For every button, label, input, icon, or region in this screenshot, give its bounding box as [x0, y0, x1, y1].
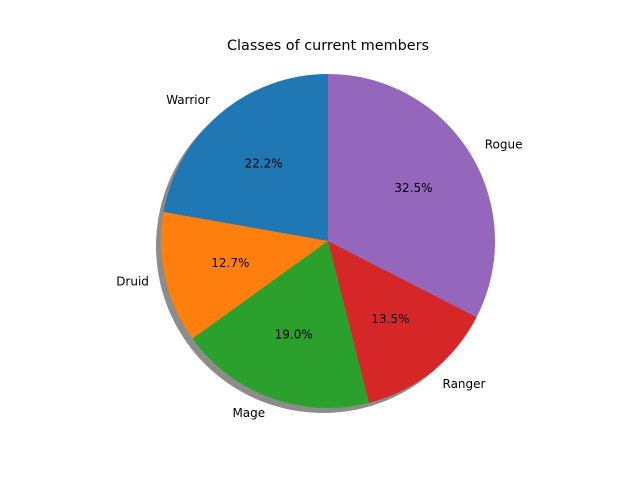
label-warrior: Warrior [166, 93, 210, 107]
label-druid: Druid [116, 274, 149, 288]
slice-rogue [328, 74, 496, 318]
slice-mage [192, 241, 370, 409]
slice-warrior [163, 74, 328, 241]
label-mage: Mage [232, 406, 265, 420]
label-ranger: Ranger [443, 377, 486, 391]
percent-label-mage: 19.0% [275, 328, 313, 342]
percent-label-druid: 12.7% [211, 256, 249, 270]
pie-labels: Warrior 22.2% Druid 12.7% Mage 19.0% Ranger 13.… [116, 93, 522, 420]
chart-title: Classes of current members [227, 38, 429, 54]
pie-slices [161, 74, 496, 409]
percent-label-ranger: 13.5% [371, 312, 409, 326]
label-rogue: Rogue [485, 138, 523, 152]
slice-druid [161, 212, 328, 339]
slice-ranger [328, 241, 477, 403]
percent-label-warrior: 22.2% [245, 157, 283, 171]
percent-label-rogue: 32.5% [394, 181, 432, 195]
